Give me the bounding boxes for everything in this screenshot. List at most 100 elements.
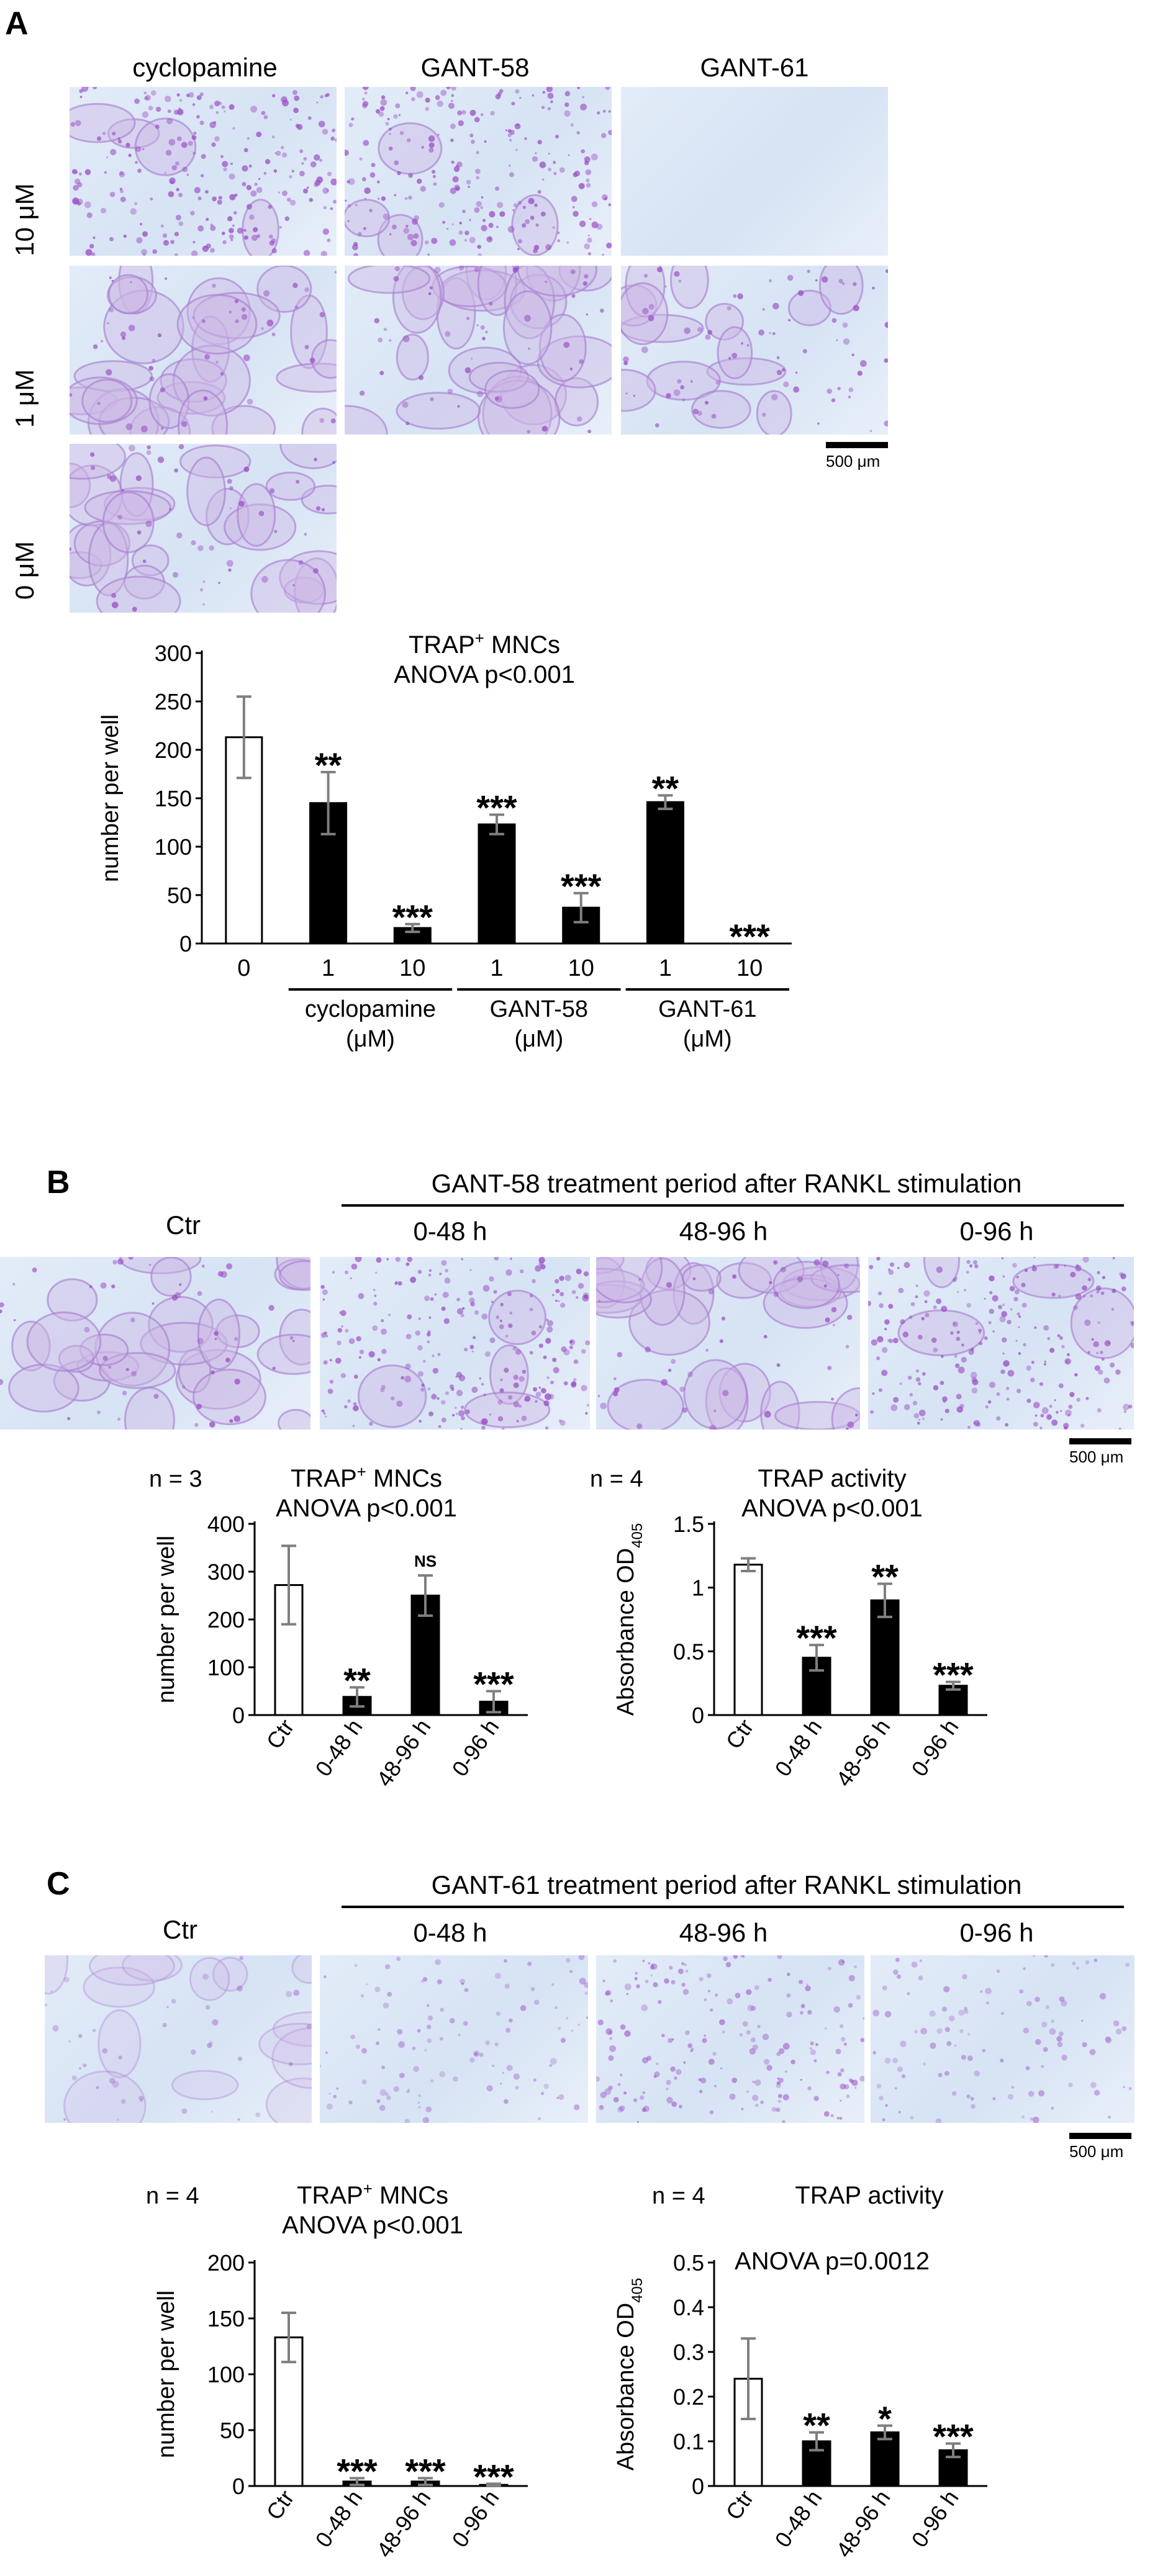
panel-c-col-48-96: 48-96 h [679,1918,768,1947]
x-tick-label: 48-96 h [831,1714,895,1791]
significance-marker: *** [476,788,517,827]
bar [646,801,684,945]
micrograph-texture [345,266,612,435]
y-tick-label: 150 [207,2306,245,2331]
y-tick-label: 0.5 [673,2250,704,2276]
x-tick-label: 0-96 h [446,1714,504,1781]
panel-b-col-ctr: Ctr [166,1210,201,1240]
scale-bar [826,442,888,448]
chart-title: TRAP+ MNCs [409,629,560,659]
micrograph-texture [70,87,337,256]
micrograph-c-0-96 [871,1955,1135,2123]
x-tick-label: 48-96 h [371,1714,436,1791]
scale-bar-label: 500 μm [826,452,881,471]
micrograph-texture [621,87,888,256]
micrograph-texture [872,1955,1132,2123]
significance-marker: ** [871,1557,899,1596]
x-tick-label: 0 [237,955,250,981]
chart-subtitle: ANOVA p<0.001 [282,2212,463,2239]
y-tick-label: 0.5 [673,1639,704,1664]
y-tick-label: 0.4 [673,2295,704,2320]
y-tick-label: 250 [155,689,192,714]
micrograph-gant58-10um [345,87,612,256]
chart-subtitle: ANOVA p<0.001 [276,1495,457,1522]
panel-b-header-line [342,1204,1124,1207]
y-tick-label: 50 [167,883,192,908]
y-axis-label: number per well [97,714,124,882]
micrograph-b-ctr [0,1257,310,1430]
chart-subtitle: ANOVA p=0.0012 [735,2248,930,2275]
x-tick-label: 1 [322,955,335,981]
chart-b1-svg: n = 3 TRAP+ MNCs ANOVA p<0.001 number per w… [149,1462,528,1791]
y-axis-label: Absorbance OD405 [613,1523,646,1716]
y-tick-label: 0 [692,2474,704,2499]
micrograph-cyclopamine-10um [70,87,337,256]
y-tick-label: 0.3 [673,2340,704,2365]
y-tick-label: 50 [220,2418,245,2443]
chart-title: TRAP activity [795,2182,943,2209]
bar [225,736,263,945]
x-tick-label: 10 [736,955,763,981]
significance-marker: ** [343,1660,371,1700]
significance-marker: *** [405,2451,446,2490]
group-label: cyclopamine [305,996,436,1022]
x-tick-label: 0-48 h [769,1714,827,1781]
row-label-0um: 0 μM [10,541,39,600]
y-tick-label: 0.1 [673,2429,704,2454]
micrograph-gant58-1um [345,266,612,435]
significance-marker: ** [652,768,679,808]
group-unit: (μM) [346,1026,395,1052]
panel-c-letter: C [47,1866,70,1902]
significance-marker: *** [392,898,433,937]
group-label: GANT-61 [658,996,756,1022]
group-unit: (μM) [683,1026,732,1052]
col-header-gant61: GANT-61 [700,53,809,82]
micrograph-texture [596,1955,864,2123]
chart-c2-svg: n = 4 TRAP activity ANOVA p=0.0012 Absorban… [613,2182,987,2562]
y-tick-label: 300 [207,1559,245,1585]
micrograph-texture [345,87,612,256]
panel-c-col-0-96: 0-96 h [959,1918,1034,1947]
x-tick-label: 0-48 h [310,2485,367,2552]
panel-b-col-0-48: 0-48 h [413,1217,487,1246]
x-tick-label: Ctr [720,1714,758,1754]
micrograph-c-0-48 [320,1955,588,2123]
y-tick-label: 1.5 [673,1511,704,1537]
micrograph-texture [70,266,337,435]
micrograph-cyclopamine-1um [70,266,337,435]
chart-b1: n = 3 TRAP+ MNCs ANOVA p<0.001 number per w… [99,1462,584,1834]
significance-marker: *** [473,2457,514,2496]
chart-a: TRAP+ MNCs ANOVA p<0.001 number per well 0 5… [62,621,869,1117]
group-label: GANT-58 [490,996,588,1022]
panel-b-letter: B [47,1164,70,1200]
chart-c2: n = 4 TRAP activity ANOVA p=0.0012 Absorban… [559,2160,1043,2570]
chart-c1: n = 4 TRAP+ MNCs ANOVA p<0.001 number per w… [99,2160,584,2570]
chart-b2: n = 4 TRAP activity ANOVA p<0.001 Absorbanc… [559,1462,1043,1834]
significance-marker: *** [561,867,602,906]
micrograph-texture [868,1257,1134,1430]
micrograph-gant61-1um [621,266,888,435]
significance-marker: NS [414,1552,437,1570]
y-tick-label: 200 [207,1607,245,1633]
significance-marker: * [878,2399,892,2438]
chart-c1-svg: n = 4 TRAP+ MNCs ANOVA p<0.001 number per w… [146,2179,528,2562]
y-tick-label: 150 [155,786,192,811]
n-label: n = 4 [590,1466,643,1492]
micrograph-texture [596,1257,860,1430]
micrograph-c-ctr [45,1955,312,2123]
x-tick-label: 48-96 h [371,2485,436,2562]
col-header-gant58: GANT-58 [420,53,530,82]
micrograph-texture [0,1257,310,1430]
significance-marker: ** [315,745,342,785]
x-tick-label: 1 [490,955,503,981]
x-tick-label: Ctr [261,2485,299,2524]
y-tick-label: 0 [692,1703,704,1728]
y-tick-label: 0 [232,2474,245,2499]
panel-c-header-line [342,1906,1124,1908]
x-tick-label: 0-48 h [310,1714,367,1781]
chart-b2-svg: n = 4 TRAP activity ANOVA p<0.001 Absorbanc… [590,1465,987,1791]
bar [733,1564,763,1716]
group-unit: (μM) [514,1026,563,1052]
x-tick-label: 0-96 h [906,1714,963,1781]
